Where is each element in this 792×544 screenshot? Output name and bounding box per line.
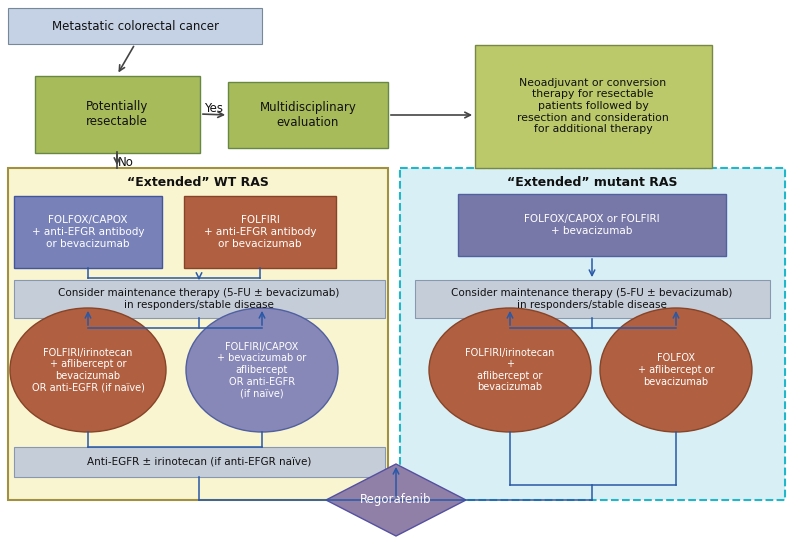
Text: FOLFOX/CAPOX or FOLFIRI
+ bevacizumab: FOLFOX/CAPOX or FOLFIRI + bevacizumab — [524, 214, 660, 236]
FancyBboxPatch shape — [399, 168, 785, 500]
Text: “Extended” WT RAS: “Extended” WT RAS — [127, 176, 269, 189]
Polygon shape — [326, 464, 466, 536]
Text: FOLFIRI
+ anti-EFGR antibody
or bevacizumab: FOLFIRI + anti-EFGR antibody or bevacizu… — [204, 215, 316, 249]
Text: FOLFIRI/irinotecan
+ aflibercept or
bevacizumab
OR anti-EGFR (if naïve): FOLFIRI/irinotecan + aflibercept or beva… — [32, 348, 144, 392]
Text: FOLFIRI/irinotecan
+
aflibercept or
bevacizumab: FOLFIRI/irinotecan + aflibercept or beva… — [466, 348, 554, 392]
Text: Consider maintenance therapy (5-FU ± bevacizumab)
in responders/stable disease: Consider maintenance therapy (5-FU ± bev… — [59, 288, 340, 310]
Text: “Extended” mutant RAS: “Extended” mutant RAS — [507, 176, 677, 189]
FancyBboxPatch shape — [13, 280, 384, 318]
Ellipse shape — [600, 308, 752, 432]
FancyBboxPatch shape — [458, 194, 726, 256]
Text: No: No — [118, 156, 134, 169]
FancyBboxPatch shape — [228, 82, 388, 148]
Ellipse shape — [186, 308, 338, 432]
FancyBboxPatch shape — [414, 280, 770, 318]
Text: FOLFOX/CAPOX
+ anti-EFGR antibody
or bevacizumab: FOLFOX/CAPOX + anti-EFGR antibody or bev… — [32, 215, 144, 249]
FancyBboxPatch shape — [8, 8, 262, 44]
Ellipse shape — [429, 308, 591, 432]
Text: Metastatic colorectal cancer: Metastatic colorectal cancer — [51, 20, 219, 33]
Text: Anti-EGFR ± irinotecan (if anti-EFGR naïve): Anti-EGFR ± irinotecan (if anti-EFGR naï… — [87, 457, 311, 467]
Text: Neoadjuvant or conversion
therapy for resectable
patients followed by
resection : Neoadjuvant or conversion therapy for re… — [517, 78, 669, 134]
Text: Multidisciplinary
evaluation: Multidisciplinary evaluation — [260, 101, 356, 129]
FancyBboxPatch shape — [474, 45, 711, 168]
Text: Yes: Yes — [204, 102, 223, 114]
Text: Consider maintenance therapy (5-FU ± bevacizumab)
in responders/stable disease: Consider maintenance therapy (5-FU ± bev… — [451, 288, 733, 310]
Text: FOLFOX
+ aflibercept or
bevacizumab: FOLFOX + aflibercept or bevacizumab — [638, 354, 714, 387]
Text: Regorafenib: Regorafenib — [360, 493, 432, 506]
Text: FOLFIRI/CAPOX
+ bevacizumab or
aflibercept
OR anti-EGFR
(if naïve): FOLFIRI/CAPOX + bevacizumab or afliberce… — [217, 342, 307, 398]
FancyBboxPatch shape — [14, 196, 162, 268]
Ellipse shape — [10, 308, 166, 432]
Text: Potentially
resectable: Potentially resectable — [86, 100, 148, 128]
FancyBboxPatch shape — [8, 168, 388, 500]
FancyBboxPatch shape — [184, 196, 336, 268]
FancyBboxPatch shape — [13, 447, 384, 477]
FancyBboxPatch shape — [35, 76, 200, 152]
